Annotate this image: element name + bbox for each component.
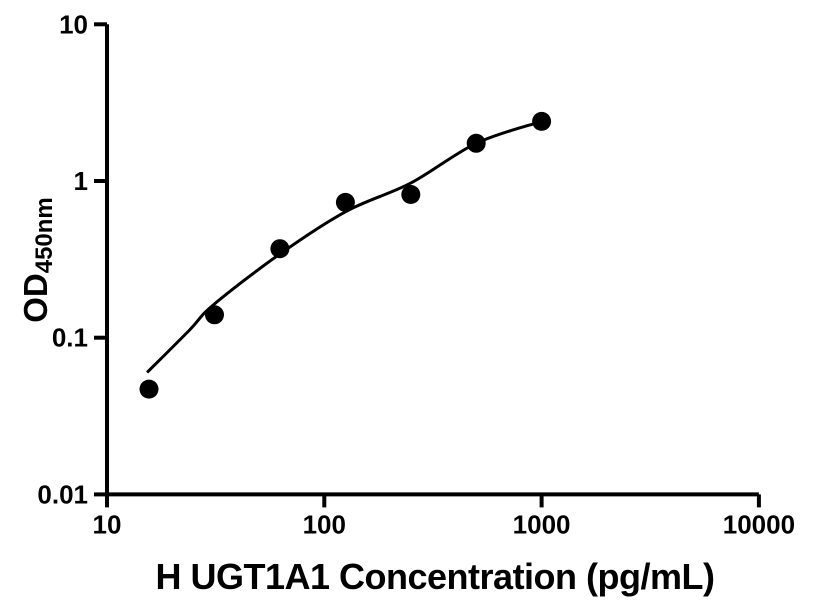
data-point bbox=[532, 111, 552, 131]
axis-lines bbox=[105, 24, 759, 497]
data-point bbox=[335, 192, 355, 212]
x-axis-title: H UGT1A1 Concentration (pg/mL) bbox=[155, 556, 716, 597]
y-tick-label: 0.1 bbox=[52, 323, 88, 353]
x-tick-label: 100 bbox=[303, 509, 346, 539]
fit-curve bbox=[146, 119, 543, 374]
data-point bbox=[139, 379, 159, 399]
data-point bbox=[270, 239, 290, 259]
y-tick-label: 1 bbox=[74, 166, 88, 196]
y-axis-title-subscript: 450nm bbox=[31, 197, 58, 274]
y-tick-label: 10 bbox=[59, 9, 88, 39]
x-tick-label: 10 bbox=[93, 509, 122, 539]
x-tick-label: 10000 bbox=[723, 509, 795, 539]
x-tick-label: 1000 bbox=[513, 509, 571, 539]
y-axis-title: OD450nm bbox=[17, 197, 58, 323]
y-tick-label: 0.01 bbox=[37, 479, 88, 509]
data-point bbox=[401, 185, 421, 204]
y-axis-title-main: OD bbox=[17, 273, 54, 323]
data-point bbox=[205, 305, 224, 325]
data-point bbox=[466, 133, 486, 153]
